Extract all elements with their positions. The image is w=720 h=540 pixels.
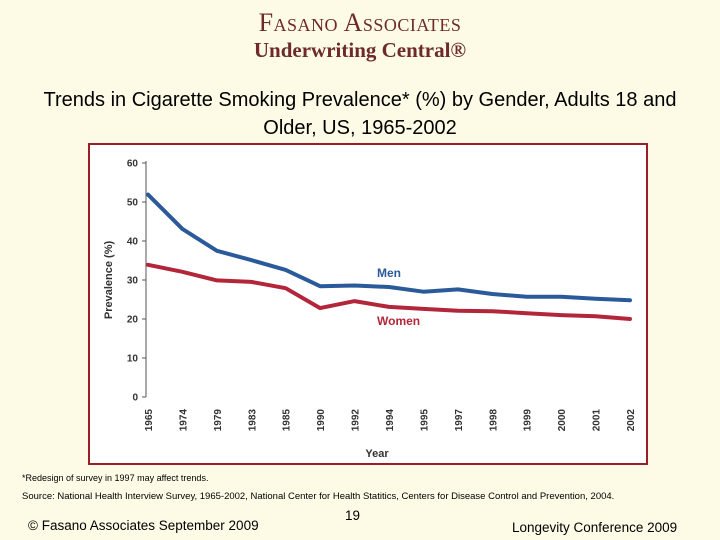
footnote: *Redesign of survey in 1997 may affect t… bbox=[22, 473, 209, 483]
x-axis-label: Year bbox=[365, 448, 389, 460]
x-tick-label: 1985 bbox=[282, 409, 293, 432]
y-tick-label: 0 bbox=[132, 393, 138, 404]
x-tick-label: 1974 bbox=[178, 409, 189, 432]
x-tick-label: 1990 bbox=[316, 409, 327, 432]
footer-conference: Longevity Conference 2009 bbox=[512, 520, 678, 535]
series-label-women: Women bbox=[377, 314, 420, 328]
page-number: 19 bbox=[345, 508, 361, 523]
source-citation: Source: National Health Interview Survey… bbox=[22, 491, 615, 502]
y-tick-label: 10 bbox=[127, 354, 139, 365]
y-axis-label: Prevalence (%) bbox=[103, 241, 115, 320]
x-tick-label: 2000 bbox=[557, 409, 568, 432]
x-tick-label: 2001 bbox=[592, 409, 603, 432]
chart-panel: 0 10 20 30 40 50 60 Prevalence (%) 1965 1974 1979 1… bbox=[88, 143, 648, 465]
x-tick-label: 1994 bbox=[385, 409, 396, 432]
x-tick-label: 1983 bbox=[247, 409, 258, 432]
x-tick-label: 1998 bbox=[488, 409, 499, 432]
x-tick-label: 1995 bbox=[419, 409, 430, 432]
x-tick-label: 1979 bbox=[213, 409, 224, 432]
line-chart: 0 10 20 30 40 50 60 Prevalence (%) 1965 1974 1979 1… bbox=[103, 159, 637, 461]
y-tick-label: 40 bbox=[127, 237, 139, 248]
y-tick-label: 60 bbox=[127, 159, 139, 170]
x-tick-label: 1997 bbox=[454, 409, 465, 432]
series-label-men: Men bbox=[377, 266, 401, 280]
logo-company-name: Fasano Associates bbox=[258, 8, 462, 37]
y-tick-label: 50 bbox=[127, 198, 139, 209]
y-tick-label: 30 bbox=[127, 276, 139, 287]
x-tick-label: 1992 bbox=[351, 409, 362, 432]
logo-tagline: Underwriting Central® bbox=[253, 38, 467, 62]
footer-copyright: © Fasano Associates September 2009 bbox=[28, 518, 259, 533]
slide-title: Trends in Cigarette Smoking Prevalence* … bbox=[43, 89, 677, 139]
series-line-men bbox=[146, 192, 632, 303]
x-tick-label: 1999 bbox=[523, 409, 534, 432]
x-tick-label: 2002 bbox=[626, 409, 637, 432]
x-tick-label: 1965 bbox=[144, 409, 155, 432]
y-tick-label: 20 bbox=[127, 315, 139, 326]
